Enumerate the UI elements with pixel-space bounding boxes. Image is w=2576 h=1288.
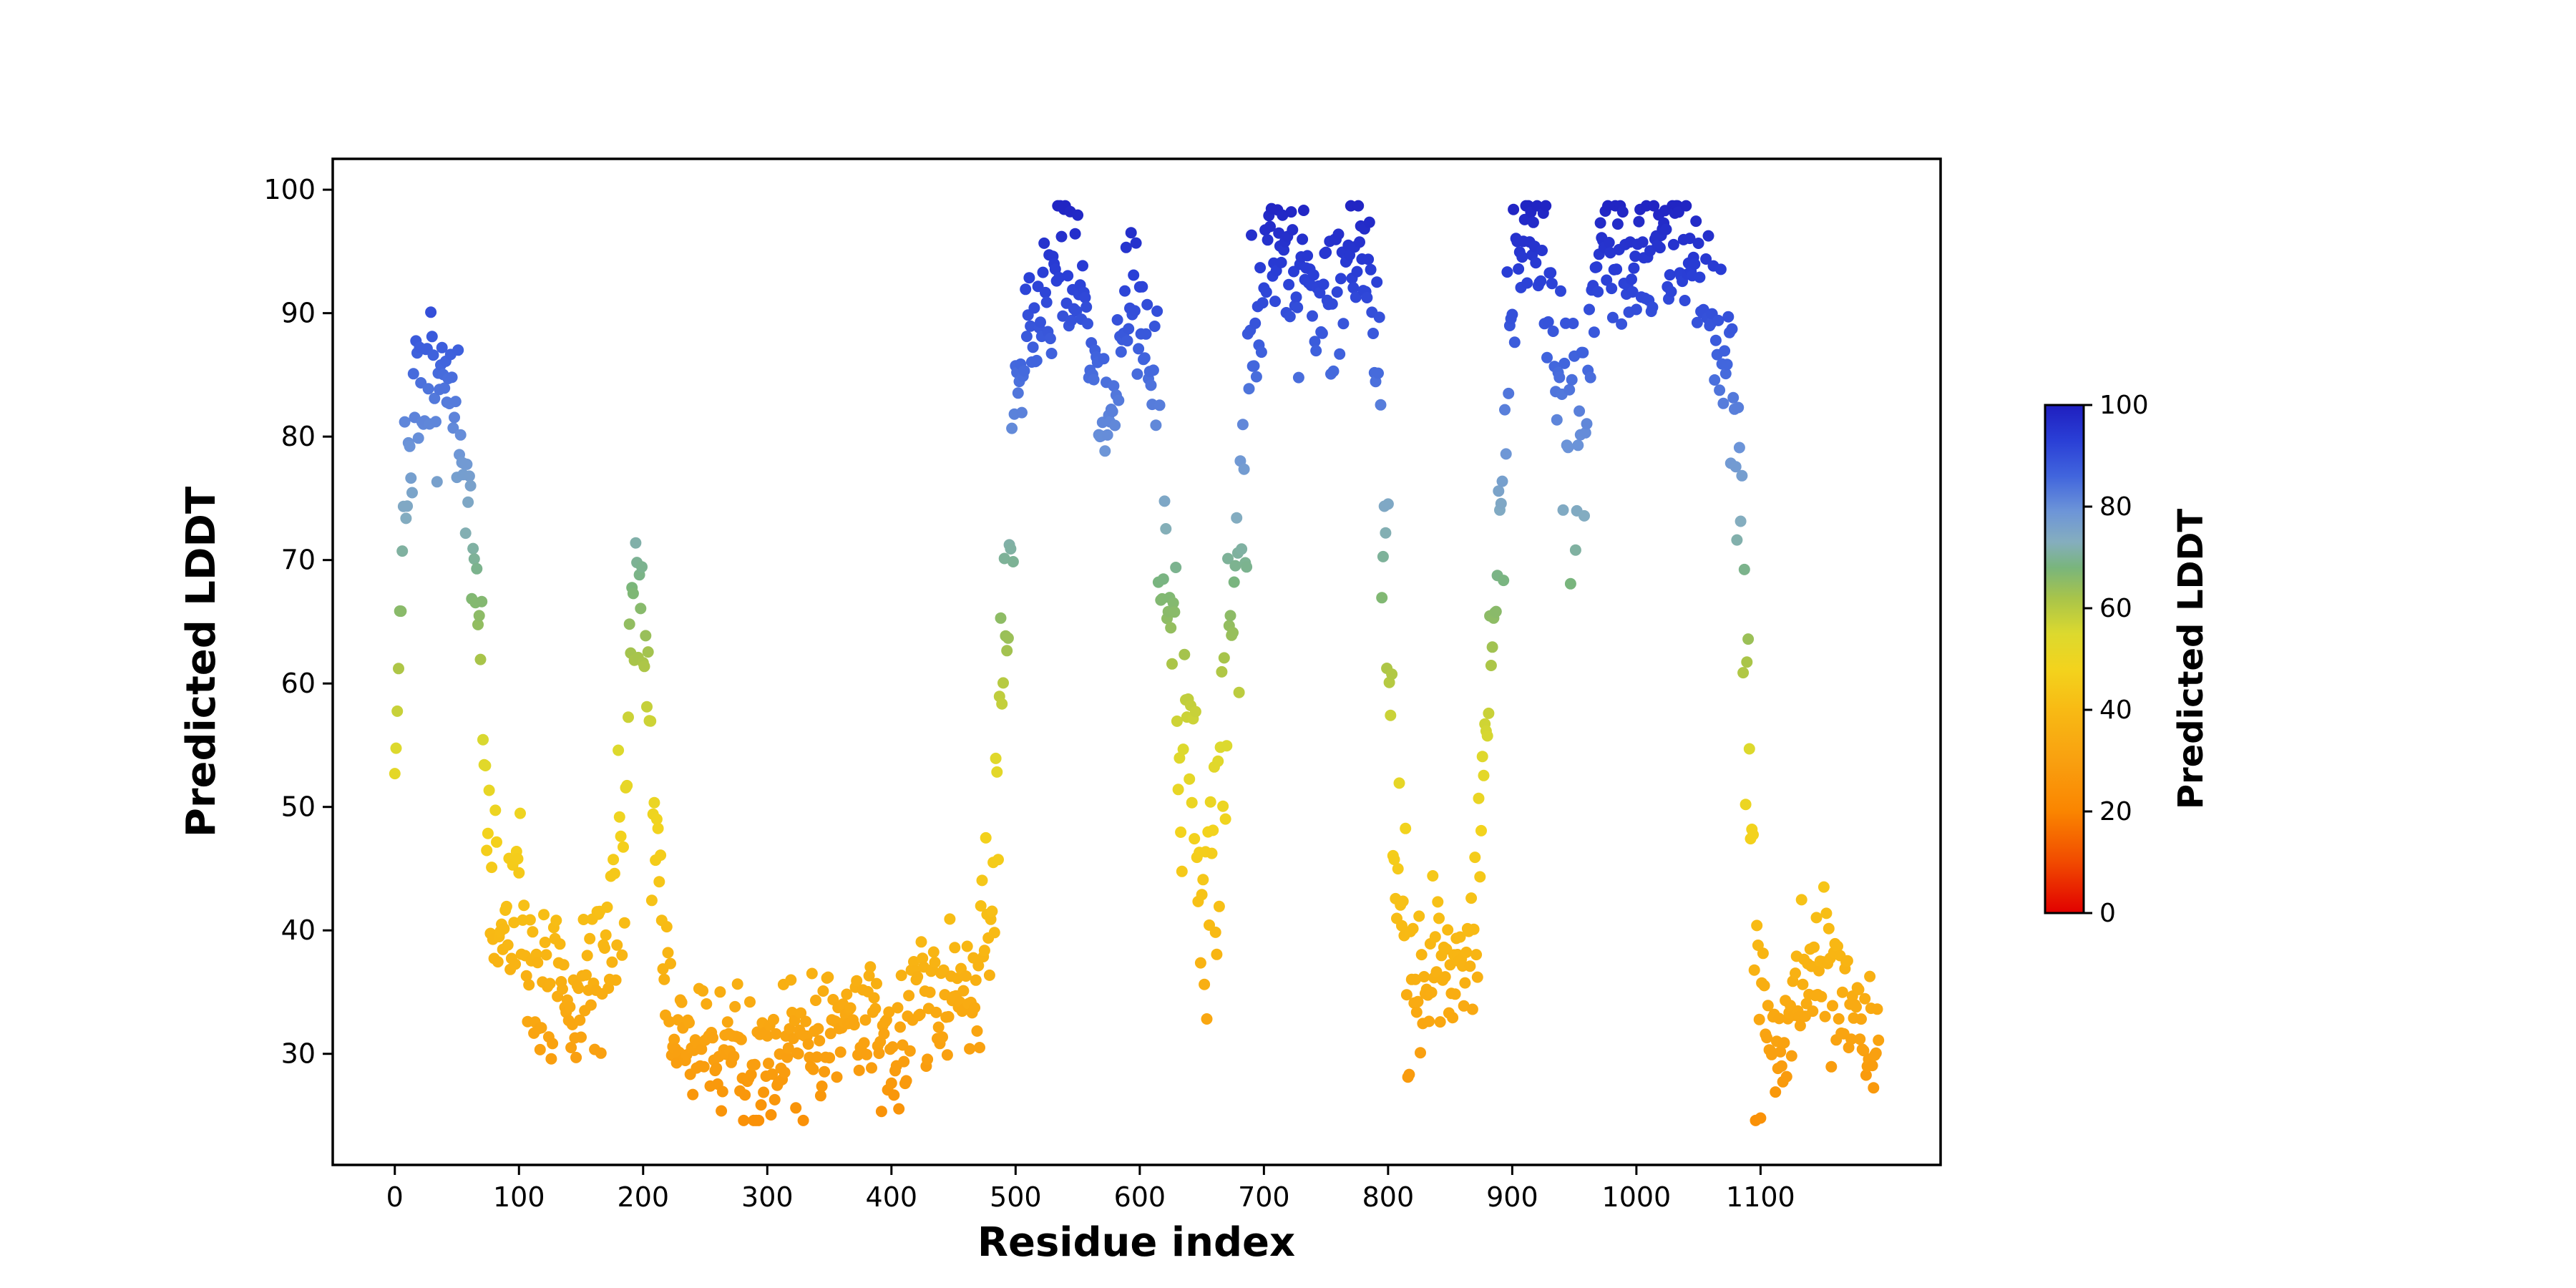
svg-text:100: 100 — [263, 174, 316, 205]
svg-text:70: 70 — [281, 545, 316, 576]
svg-text:40: 40 — [281, 914, 316, 946]
svg-text:0: 0 — [2099, 899, 2116, 928]
y-axis-label: Predicted LDDT — [178, 487, 225, 837]
svg-text:60: 60 — [281, 668, 316, 699]
svg-text:90: 90 — [281, 298, 316, 329]
svg-text:300: 300 — [741, 1181, 794, 1213]
svg-text:400: 400 — [866, 1181, 918, 1213]
y-axis-ticks: 30 40 50 60 70 80 90 100 — [263, 174, 333, 1070]
svg-text:40: 40 — [2099, 696, 2132, 725]
scatter-points — [389, 200, 1885, 1126]
svg-text:50: 50 — [281, 791, 316, 823]
svg-text:1100: 1100 — [1726, 1181, 1795, 1213]
x-axis-label: Residue index — [977, 1219, 1295, 1266]
svg-text:200: 200 — [618, 1181, 670, 1213]
colorbar: 0 20 40 60 80 100 Predicted LDDT — [2044, 391, 2211, 928]
svg-text:900: 900 — [1486, 1181, 1538, 1213]
svg-text:20: 20 — [2099, 797, 2132, 826]
svg-text:1000: 1000 — [1602, 1181, 1672, 1213]
axes-box — [331, 157, 1942, 1166]
colorbar-label: Predicted LDDT — [2171, 509, 2211, 810]
svg-text:80: 80 — [2099, 492, 2132, 522]
svg-text:100: 100 — [493, 1181, 545, 1213]
svg-text:0: 0 — [386, 1181, 404, 1213]
x-axis-ticks: 0 100 200 300 400 500 600 700 800 900 1000 1100 — [386, 1165, 1795, 1213]
svg-text:80: 80 — [281, 421, 316, 452]
svg-text:30: 30 — [281, 1038, 316, 1070]
svg-text:60: 60 — [2099, 594, 2132, 623]
svg-text:100: 100 — [2099, 391, 2149, 420]
colorbar-ticks: 0 20 40 60 80 100 — [2084, 391, 2149, 928]
svg-text:700: 700 — [1238, 1181, 1290, 1213]
svg-text:800: 800 — [1362, 1181, 1415, 1213]
svg-text:500: 500 — [990, 1181, 1042, 1213]
colorbar-gradient — [2044, 404, 2085, 914]
svg-text:600: 600 — [1114, 1181, 1166, 1213]
